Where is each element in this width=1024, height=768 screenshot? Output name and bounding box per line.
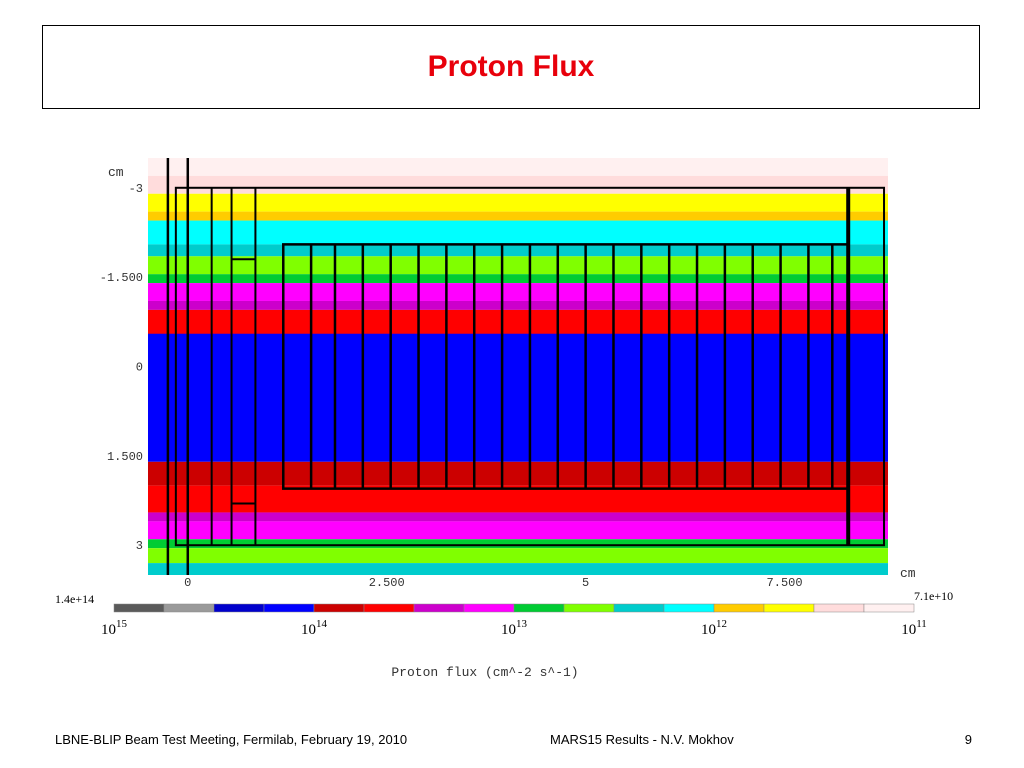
colorbar-swatch [763, 603, 815, 613]
y-tick-label: -1.500 [100, 271, 143, 285]
colorbar-swatch [113, 603, 165, 613]
flux-chart: cm cm -3 -1.500 0 1.500 3 0 2.500 5 7.500 1.4e+14 7… [55, 158, 953, 680]
colorbar-swatch [263, 603, 315, 613]
colorbar-swatch [663, 603, 715, 613]
colorbar-swatch [163, 603, 215, 613]
colorbar-min-label: 7.1e+10 [914, 589, 953, 603]
flux-band [148, 548, 888, 564]
outer-boundary [174, 186, 886, 547]
flux-band [148, 512, 888, 522]
x-axis-label: cm [900, 566, 916, 581]
x-tick-label: 2.500 [369, 576, 405, 590]
colorbar-swatch [563, 603, 615, 613]
colorbar-swatch [463, 603, 515, 613]
colorbar-swatch [613, 603, 665, 613]
colorbar-max-label: 1.4e+14 [55, 592, 94, 606]
flux-band [148, 461, 888, 486]
flux-band [148, 220, 888, 245]
colorbar-swatch [213, 603, 265, 613]
colorbar-swatch [863, 603, 915, 613]
target-geometry [166, 158, 886, 575]
colorbar-swatch [413, 603, 465, 613]
colorbar-swatch [363, 603, 415, 613]
flux-band [148, 211, 888, 221]
colorbar-swatch [713, 603, 765, 613]
colorbar-swatch [313, 603, 365, 613]
colorbar-decade-label: 1014 [301, 618, 328, 638]
y-tick-label: 1.500 [107, 450, 143, 464]
y-axis-label: cm [108, 165, 124, 180]
y-tick-label: -3 [129, 182, 143, 196]
y-tick-label: 3 [136, 539, 143, 553]
colorbar-title: Proton flux (cm^-2 s^-1) [391, 665, 578, 680]
slide-title-box: Proton Flux [42, 25, 980, 109]
flux-band [148, 193, 888, 212]
flux-band [148, 300, 888, 310]
x-tick-label: 5 [582, 576, 589, 590]
flux-band [148, 539, 888, 549]
colorbar-decade-label: 1012 [701, 618, 727, 638]
footer-meeting: LBNE-BLIP Beam Test Meeting, Fermilab, F… [55, 732, 408, 747]
x-tick-label: 0 [184, 576, 191, 590]
flux-band [148, 256, 888, 275]
colorbar-swatch [513, 603, 565, 613]
y-tick-label: 0 [136, 361, 143, 375]
flux-band [148, 521, 888, 540]
page-number: 9 [964, 732, 972, 747]
flux-band [148, 283, 888, 301]
x-tick-label: 7.500 [767, 576, 803, 590]
slide-title: Proton Flux [427, 50, 595, 83]
colorbar-swatch [813, 603, 865, 613]
heatmap-layer [148, 158, 888, 575]
flux-band [148, 244, 888, 257]
flux-band [148, 563, 888, 575]
flux-band [148, 485, 888, 513]
colorbar-decade-label: 1011 [901, 618, 927, 638]
colorbar-decade-label: 1015 [101, 618, 128, 638]
axes: cm cm -3 -1.500 0 1.500 3 0 2.500 5 7.500 [100, 165, 916, 590]
flux-band [148, 175, 888, 194]
footer-author: MARS15 Results - N.V. Mokhov [550, 732, 734, 747]
flux-band [148, 158, 888, 176]
colorbar-decade-label: 1013 [501, 618, 528, 638]
flux-band [148, 274, 888, 284]
flux-core-band [148, 333, 888, 459]
colorbar: 1.4e+14 7.1e+10 1015 1014 1013 1012 1011 Proton… [55, 589, 953, 680]
